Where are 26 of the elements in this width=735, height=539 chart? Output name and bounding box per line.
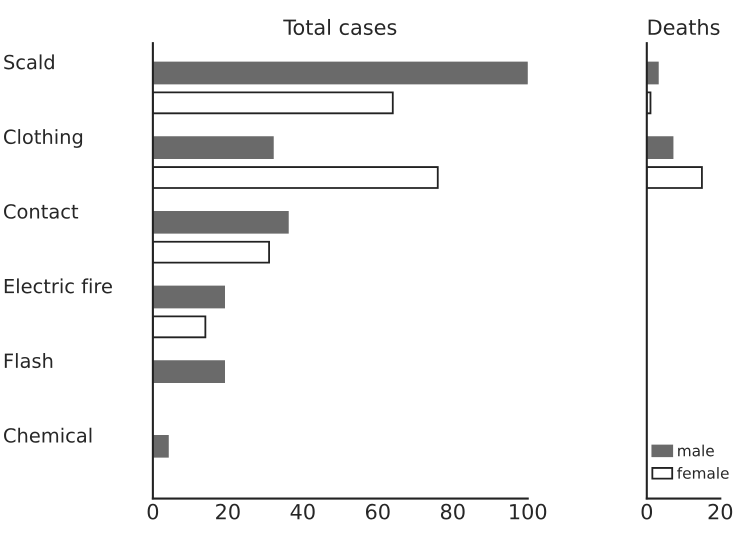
- x-tick-label: 0: [642, 504, 652, 520]
- chart-title: Deaths: [648, 18, 720, 36]
- y-tick-label: Scald: [4, 54, 54, 70]
- chart-title: Total cases: [283, 18, 396, 36]
- y-tick-label: Contact: [4, 204, 78, 219]
- x-tick-label: 0: [148, 504, 158, 520]
- y-tick-label: Chemical: [4, 428, 92, 443]
- x-tick-label: 100: [510, 504, 546, 520]
- bar: [646, 136, 674, 160]
- bar: [152, 62, 528, 84]
- y-tick-label: Flash: [4, 353, 52, 368]
- bar: [152, 434, 169, 458]
- y-tick-label: Clothing: [4, 129, 82, 148]
- x-tick-label: 60: [366, 504, 390, 520]
- x-tick-label: 20: [216, 504, 240, 520]
- bar: [152, 286, 226, 308]
- x-tick-label: 40: [290, 504, 315, 520]
- legend-label: male: [678, 444, 714, 456]
- x-tick-label: 80: [440, 504, 465, 520]
- bar: [152, 136, 274, 160]
- bar: [152, 210, 289, 234]
- bar: [152, 360, 226, 384]
- y-tick-label: Electric fire: [4, 278, 112, 294]
- bar: [646, 62, 659, 84]
- legend-label: female: [677, 467, 729, 479]
- x-tick-label: 20: [708, 504, 732, 520]
